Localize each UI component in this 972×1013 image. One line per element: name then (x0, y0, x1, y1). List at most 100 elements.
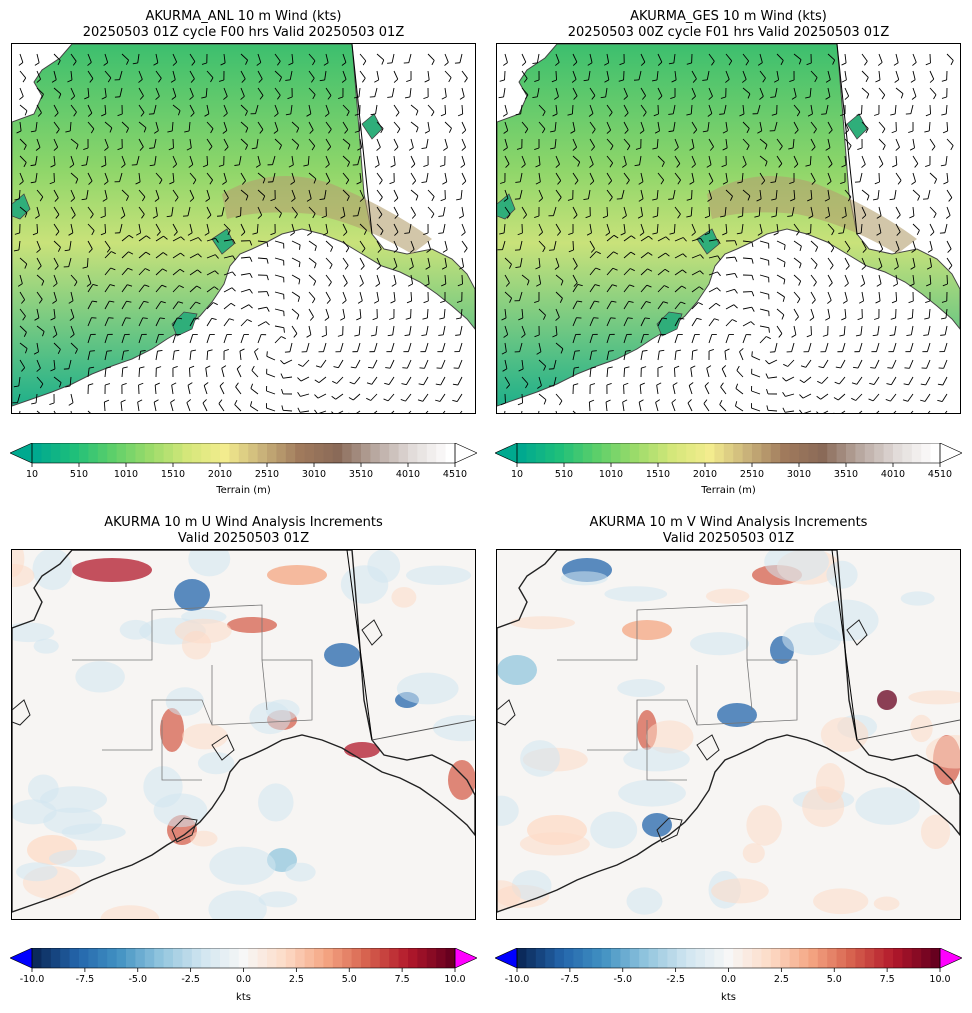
wind-barb (538, 393, 547, 405)
wind-barb (104, 317, 114, 327)
colorbar-segment (658, 948, 668, 968)
wind-barb (944, 410, 948, 413)
colorbar-segment (564, 443, 574, 463)
wind-barb (604, 70, 610, 83)
wind-barb (623, 235, 636, 242)
colorbar-segment (398, 948, 409, 968)
wind-barb (691, 223, 696, 236)
wind-barb (946, 53, 954, 66)
wind-barb (220, 53, 226, 66)
wind-barb (274, 308, 285, 317)
wind-barb (391, 274, 397, 287)
wind-barb (589, 317, 599, 327)
colorbar-segment (182, 948, 193, 968)
wind-barb (222, 121, 228, 134)
wind-barb (19, 172, 24, 185)
wind-barb (623, 366, 630, 378)
wind-barb (155, 333, 164, 344)
wind-barb (904, 359, 914, 369)
wind-barb (120, 206, 126, 219)
wind-barb (100, 206, 106, 219)
wind-barb (307, 223, 312, 236)
wind-barb (155, 268, 168, 276)
colorbar-segment (573, 948, 584, 968)
colorbar-segment (752, 948, 762, 968)
wind-barb (572, 383, 579, 395)
wind-barb (707, 104, 713, 117)
wind-barb (423, 87, 429, 100)
colorbar-segment (379, 443, 390, 463)
wind-barb (104, 70, 112, 83)
colorbar-segment (921, 443, 932, 463)
colorbar-tick-label: 10 (510, 469, 524, 480)
wind-barb (53, 257, 59, 270)
wind-barb (441, 274, 447, 287)
wind-barb (725, 288, 738, 294)
wind-barb (359, 274, 364, 287)
wind-barb (406, 291, 413, 304)
wind-barb (640, 235, 653, 242)
colorbar-segment (855, 948, 866, 968)
wind-barb (65, 376, 72, 388)
title-line2: Valid 20250503 01Z (177, 531, 310, 546)
increment-blob (160, 708, 184, 752)
wind-barb (854, 172, 863, 183)
wind-barb (941, 104, 948, 116)
wind-barb (861, 189, 870, 201)
u-increment-colorbar: -10.0 -7.5 -5.0 -2.5 0.0 2.5 5.0 7.5 10.0 (9, 947, 478, 985)
wind-barb (387, 53, 395, 64)
wind-barb (404, 87, 412, 99)
wind-barb (291, 240, 301, 250)
wind-barb (937, 393, 948, 403)
wind-barb (861, 257, 867, 270)
wind-barb (427, 206, 435, 219)
wind-barb (104, 366, 111, 378)
wind-barb (342, 291, 347, 304)
wind-barb (291, 274, 301, 285)
wind-barb (342, 240, 350, 253)
wind-barb (652, 223, 659, 235)
wind-barb (36, 87, 44, 99)
wind-barb (30, 172, 38, 184)
wind-barb (138, 366, 145, 378)
wind-barb (861, 53, 868, 66)
wind-barb (742, 189, 751, 201)
wind-barb (686, 104, 693, 116)
increment-blob (497, 880, 521, 910)
wind-barb (878, 87, 886, 100)
national-border (836, 44, 858, 235)
colorbar-segment (893, 948, 903, 968)
colorbar-segment (210, 443, 221, 463)
wind-barb (719, 399, 727, 412)
wind-barb (13, 240, 21, 252)
wind-barb (440, 104, 447, 117)
wind-barb (69, 155, 75, 168)
wind-barb (240, 53, 249, 65)
colorbar-tick-label: -2.5 (181, 974, 200, 985)
wind-barb (789, 70, 795, 83)
wind-barb (251, 365, 259, 378)
wind-barb (672, 382, 678, 395)
wind-barb (252, 223, 259, 235)
wind-barb (206, 172, 213, 185)
wind-barb (736, 223, 744, 235)
colorbar-frame (516, 442, 941, 464)
wind-barb (376, 206, 383, 219)
wind-barb (861, 206, 867, 219)
wind-barb (790, 189, 796, 202)
wind-barb (691, 302, 703, 310)
wind-barb (770, 87, 778, 98)
wind-barb (33, 342, 39, 355)
wind-barb (121, 366, 128, 378)
wind-barb (138, 189, 146, 202)
colorbar-segment (789, 443, 800, 463)
increment-blob (16, 862, 58, 882)
colorbar-segment (436, 948, 447, 968)
wind-barb (708, 87, 713, 100)
colorbar-segment (361, 948, 371, 968)
wind-barb (454, 53, 463, 64)
colorbar-svg (494, 947, 963, 972)
wind-barb (223, 189, 229, 202)
wind-barb (770, 172, 778, 183)
wind-barb (623, 87, 628, 100)
